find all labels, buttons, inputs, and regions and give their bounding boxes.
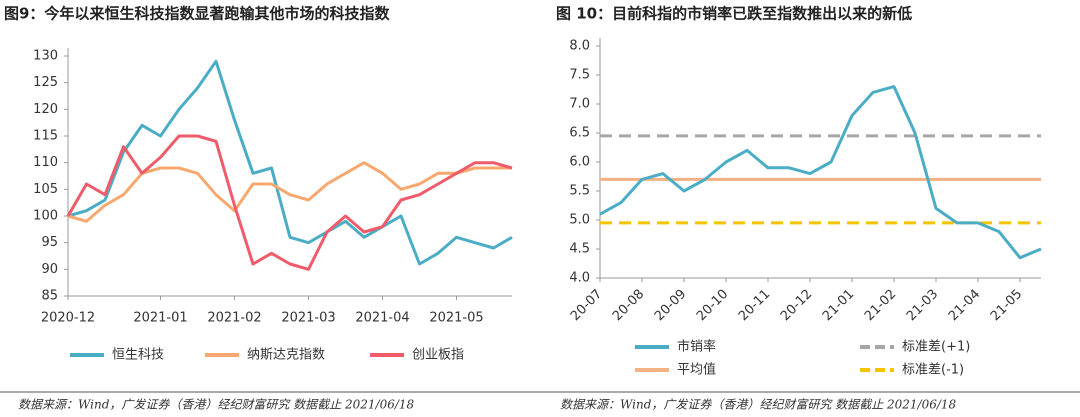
x-tick-label: 20-09 bbox=[652, 287, 689, 324]
chart-title: 图 10：目前科指的市销率已跌至指数推出以来的新低 bbox=[556, 5, 912, 23]
legend-label: 创业板指 bbox=[412, 348, 464, 363]
y-tick-label: 7.5 bbox=[569, 68, 590, 83]
legend-label: 标准差(+1) bbox=[902, 340, 970, 355]
x-tick-label: 2021-01 bbox=[133, 311, 187, 326]
y-tick-label: 4.0 bbox=[569, 271, 590, 286]
x-tick-label: 21-01 bbox=[820, 287, 857, 324]
x-tick-label: 20-10 bbox=[694, 287, 731, 324]
series-line bbox=[67, 161, 512, 223]
y-tick-label: 100 bbox=[33, 209, 58, 224]
x-tick-label: 2020-12 bbox=[41, 311, 95, 326]
y-tick-label: 6.0 bbox=[569, 155, 590, 170]
y-tick-label: 85 bbox=[41, 289, 58, 304]
legend-label: 恒生科技 bbox=[112, 348, 164, 363]
x-tick-label: 2021-04 bbox=[355, 311, 409, 326]
legend-label: 标准差(-1) bbox=[902, 363, 964, 378]
x-tick-label: 20-08 bbox=[610, 287, 647, 324]
y-tick-label: 120 bbox=[33, 102, 58, 117]
x-tick-label: 2021-02 bbox=[207, 311, 261, 326]
x-tick-label: 20-07 bbox=[568, 287, 605, 324]
x-tick-label: 20-12 bbox=[778, 287, 815, 324]
series-line bbox=[599, 85, 1042, 260]
y-tick-label: 8.0 bbox=[569, 39, 590, 54]
series-line bbox=[67, 59, 513, 266]
y-tick-label: 115 bbox=[33, 129, 58, 144]
y-tick-label: 105 bbox=[33, 182, 58, 197]
x-tick-label: 2021-05 bbox=[429, 311, 483, 326]
y-tick-label: 130 bbox=[33, 49, 58, 64]
y-tick-label: 90 bbox=[41, 262, 58, 277]
y-tick-label: 5.0 bbox=[569, 213, 590, 228]
y-tick-label: 7.0 bbox=[569, 97, 590, 112]
y-tick-label: 6.5 bbox=[569, 126, 590, 141]
chart-title: 图9：今年以来恒生科技指数显著跑输其他市场的科技指数 bbox=[4, 5, 390, 23]
x-tick-label: 20-11 bbox=[736, 287, 773, 324]
legend-label: 市销率 bbox=[677, 339, 716, 355]
y-tick-label: 95 bbox=[41, 235, 58, 250]
x-tick-label: 2021-03 bbox=[281, 311, 335, 326]
y-tick-label: 110 bbox=[33, 155, 58, 170]
series-line bbox=[66, 134, 513, 271]
x-tick-label: 21-04 bbox=[946, 287, 983, 324]
legend-label: 平均值 bbox=[677, 362, 716, 378]
x-tick-label: 21-05 bbox=[988, 287, 1025, 324]
legend-label: 纳斯达克指数 bbox=[247, 348, 325, 363]
x-tick-label: 21-02 bbox=[862, 287, 899, 324]
y-tick-label: 5.5 bbox=[569, 184, 590, 199]
y-tick-label: 4.5 bbox=[569, 242, 590, 257]
x-tick-label: 21-03 bbox=[904, 287, 941, 324]
source-note: 数据来源：Wind，广发证券（香港）经纪财富研究 数据截止 2021/06/18 bbox=[18, 398, 415, 412]
source-note: 数据来源：Wind，广发证券（香港）经纪财富研究 数据截止 2021/06/18 bbox=[560, 398, 957, 412]
y-tick-label: 125 bbox=[33, 75, 58, 90]
